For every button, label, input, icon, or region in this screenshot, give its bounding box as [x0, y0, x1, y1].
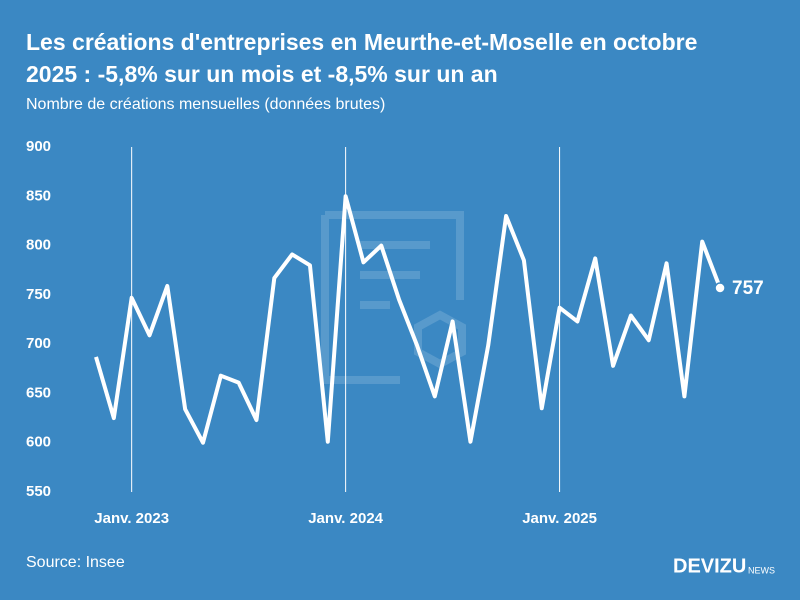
brand-suffix: NEWS — [748, 565, 775, 575]
y-tick-label: 650 — [26, 384, 51, 401]
chart-title: Les créations d'entreprises en Meurthe-e… — [26, 29, 697, 55]
y-tick-label: 800 — [26, 237, 51, 254]
y-tick-label: 850 — [26, 187, 51, 204]
brand: DEVIZU — [673, 555, 746, 577]
x-tick-label: Janv. 2023 — [94, 510, 169, 527]
x-tick-label: Janv. 2025 — [522, 510, 597, 527]
watermark — [321, 211, 466, 384]
y-tick-label: 900 — [26, 138, 51, 155]
x-tick-label: Janv. 2024 — [308, 510, 383, 527]
source: Source: Insee — [26, 554, 125, 571]
line — [94, 194, 722, 445]
y-tick-label: 750 — [26, 286, 51, 303]
point — [714, 282, 726, 294]
y-tick-label: 600 — [26, 434, 51, 451]
y-tick-label: 550 — [26, 483, 51, 500]
chart-subtitle: Nombre de créations mensuelles (données … — [26, 96, 385, 113]
chart-title: 2025 : -5,8% sur un mois et -8,5% sur un… — [26, 61, 498, 87]
value-label: 757 — [732, 278, 764, 299]
y-tick-label: 700 — [26, 335, 51, 352]
